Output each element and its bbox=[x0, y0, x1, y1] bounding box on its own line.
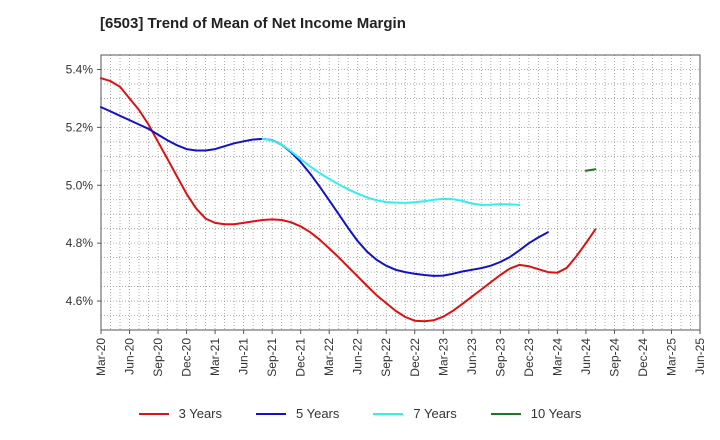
x-tick-label: Jun-24 bbox=[579, 338, 593, 375]
x-tick-label: Mar-23 bbox=[436, 338, 450, 376]
plot-area bbox=[101, 55, 700, 330]
y-tick-label: 5.0% bbox=[66, 178, 94, 192]
plot-border bbox=[100, 54, 701, 331]
legend-item-7-years: 7 Years bbox=[373, 406, 457, 421]
x-tick-label: Sep-21 bbox=[265, 338, 279, 377]
legend-label-3-years: 3 Years bbox=[178, 406, 222, 421]
x-tick-label: Mar-21 bbox=[208, 338, 222, 376]
series-line-3-years bbox=[100, 77, 597, 323]
y-tick-label: 5.2% bbox=[66, 120, 94, 134]
x-tick-label: Jun-22 bbox=[351, 338, 365, 375]
x-tick-label: Sep-22 bbox=[379, 338, 393, 377]
legend-swatch-10-years bbox=[490, 412, 521, 415]
x-tick-label: Sep-23 bbox=[493, 338, 507, 377]
y-tick-label: 4.8% bbox=[66, 236, 94, 250]
legend-label-10-years: 10 Years bbox=[530, 406, 582, 421]
x-tick-label: Mar-20 bbox=[94, 338, 108, 376]
series-line-7-years bbox=[261, 137, 521, 206]
x-tick-label: Sep-24 bbox=[607, 338, 621, 377]
x-tick-label: Jun-23 bbox=[465, 338, 479, 375]
legend-label-5-years: 5 Years bbox=[296, 406, 340, 421]
x-tick-label: Jun-21 bbox=[237, 338, 251, 375]
y-tick-label: 5.4% bbox=[66, 62, 94, 76]
x-tick-label: Dec-24 bbox=[636, 338, 650, 377]
chart-title: [6503] Trend of Mean of Net Income Margi… bbox=[100, 15, 406, 32]
series-line-10-years bbox=[584, 168, 597, 172]
legend-swatch-5-years bbox=[256, 412, 286, 415]
legend-item-10-years: 10 Years bbox=[490, 406, 582, 421]
legend-item-3-years: 3 Years bbox=[138, 406, 222, 421]
x-tick-label: Dec-20 bbox=[180, 338, 194, 377]
legend-swatch-3-years bbox=[138, 412, 169, 415]
x-tick-label: Mar-25 bbox=[664, 338, 678, 376]
x-tick-label: Jun-20 bbox=[123, 338, 137, 375]
legend-label-7-years: 7 Years bbox=[413, 406, 457, 421]
y-tick-label: 4.6% bbox=[66, 294, 94, 308]
chart-legend: 3 Years 5 Years 7 Years 10 Years bbox=[0, 406, 720, 421]
series-line-5-years bbox=[100, 106, 549, 277]
x-tick-label: Mar-24 bbox=[550, 338, 564, 376]
x-tick-label: Dec-21 bbox=[294, 338, 308, 377]
x-tick-label: Sep-20 bbox=[151, 338, 165, 377]
x-tick-label: Dec-22 bbox=[408, 338, 422, 377]
x-tick-label: Jun-25 bbox=[693, 338, 707, 375]
legend-item-5-years: 5 Years bbox=[256, 406, 339, 421]
x-tick-label: Mar-22 bbox=[322, 338, 336, 376]
x-tick-label: Dec-23 bbox=[522, 338, 536, 377]
legend-swatch-7-years bbox=[373, 412, 404, 415]
